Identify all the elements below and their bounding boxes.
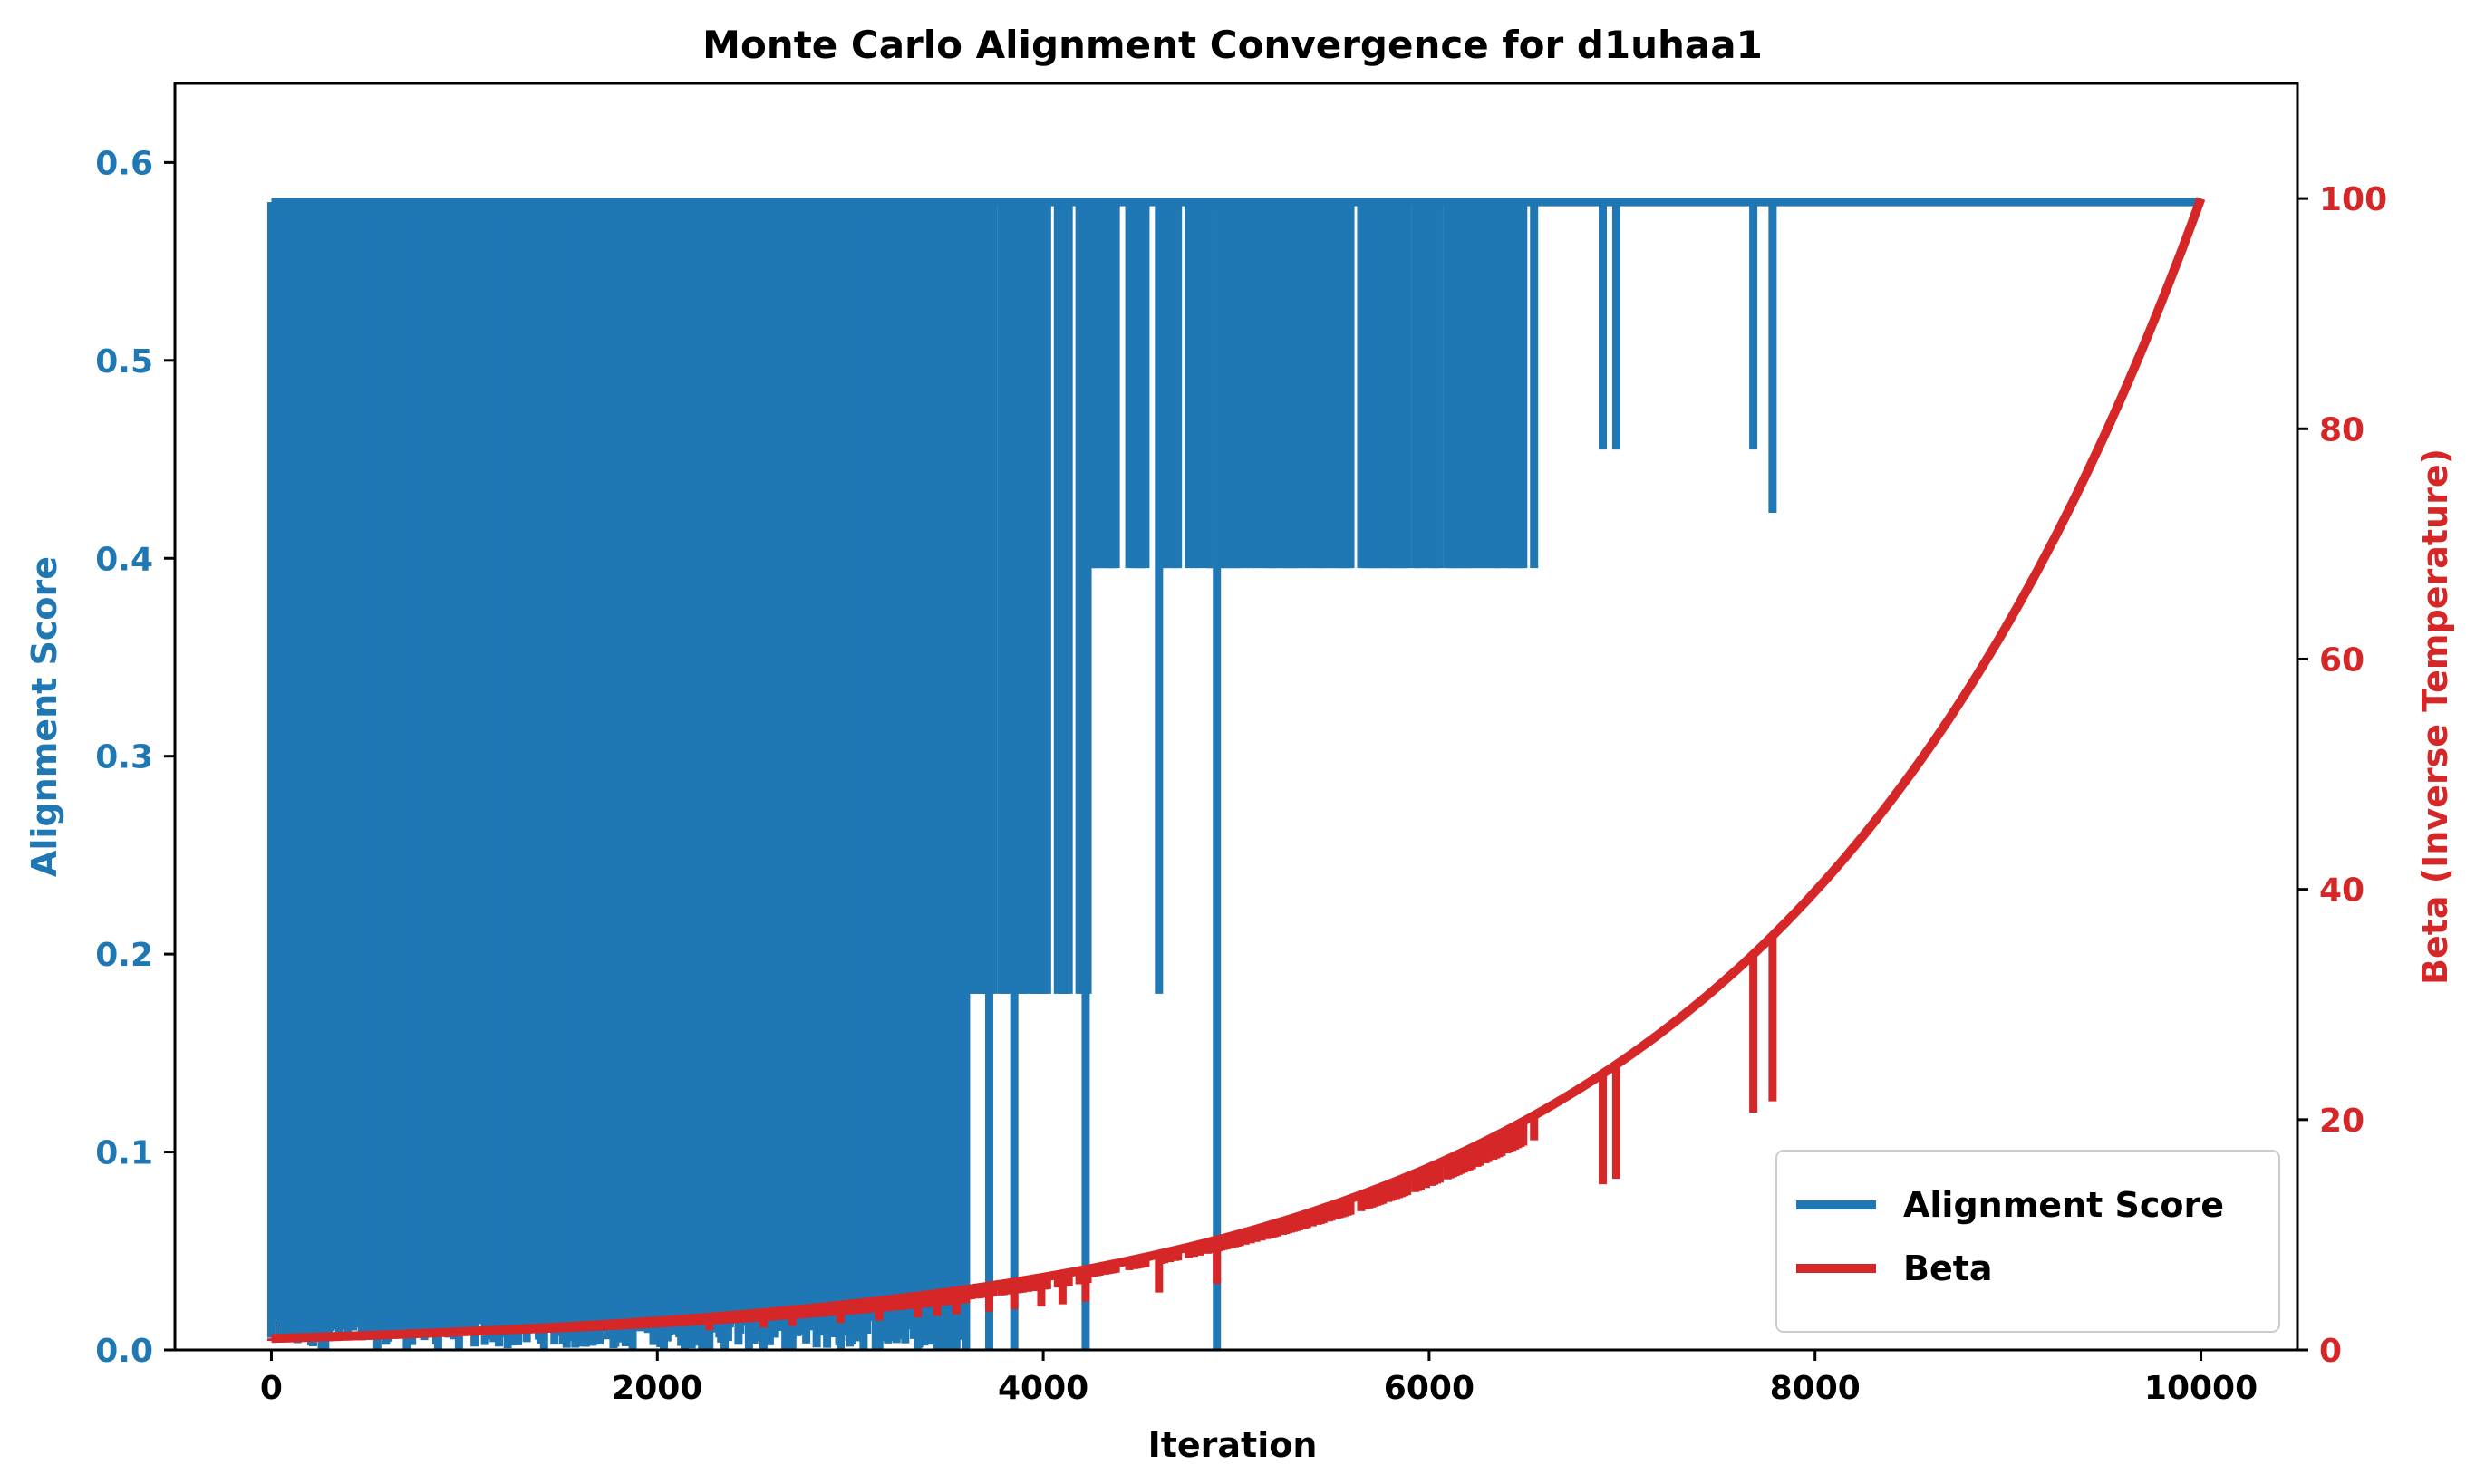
legend-box	[1775, 1150, 2280, 1333]
axes-layer: 0 2000 4000 6000 8000 10000 0.0 0.1 0.2 0.3 0.4 0.5…	[95, 82, 2387, 1407]
chart-title: Monte Carlo Alignment Convergence for d1…	[702, 23, 1763, 67]
y-tick-label-right: 60	[2319, 641, 2364, 679]
y-tick-label-right: 80	[2319, 411, 2364, 448]
legend-label: Beta	[1903, 1248, 1993, 1288]
y-tick-label-left: 0.3	[95, 739, 153, 776]
y-tick-label-left: 0.1	[95, 1135, 153, 1172]
x-tick-label: 6000	[1384, 1370, 1475, 1407]
legend-label: Alignment Score	[1903, 1185, 2224, 1225]
legend: Alignment Score Beta	[1775, 1150, 2280, 1333]
x-tick-label: 8000	[1770, 1370, 1861, 1407]
beta-curve	[271, 197, 2206, 1344]
y-tick-label-right: 20	[2319, 1103, 2364, 1140]
x-tick-label: 2000	[612, 1370, 702, 1407]
alignment-score-series	[266, 198, 2201, 1350]
x-tick-label: 4000	[998, 1370, 1088, 1407]
plot-frame	[173, 82, 2299, 1352]
y-tick-label-right: 100	[2319, 181, 2387, 218]
x-axis-label: Iteration	[1148, 1425, 1318, 1465]
y-tick-label-left: 0.5	[95, 343, 153, 381]
y-tick-label-left: 0.0	[95, 1333, 153, 1370]
y-tick-label-right: 40	[2319, 872, 2364, 910]
y-tick-label-right: 0	[2319, 1333, 2342, 1370]
y-tick-label-left: 0.4	[95, 541, 153, 578]
x-tick-label: 10000	[2144, 1370, 2258, 1407]
series-layer	[266, 197, 2206, 1350]
y-axis-label-left: Alignment Score	[24, 556, 64, 877]
y-axis-label-right: Beta (Inverse Temperature)	[2415, 448, 2455, 985]
y-tick-label-left: 0.6	[95, 145, 153, 182]
x-tick-label: 0	[260, 1370, 283, 1407]
y-tick-label-left: 0.2	[95, 937, 153, 974]
